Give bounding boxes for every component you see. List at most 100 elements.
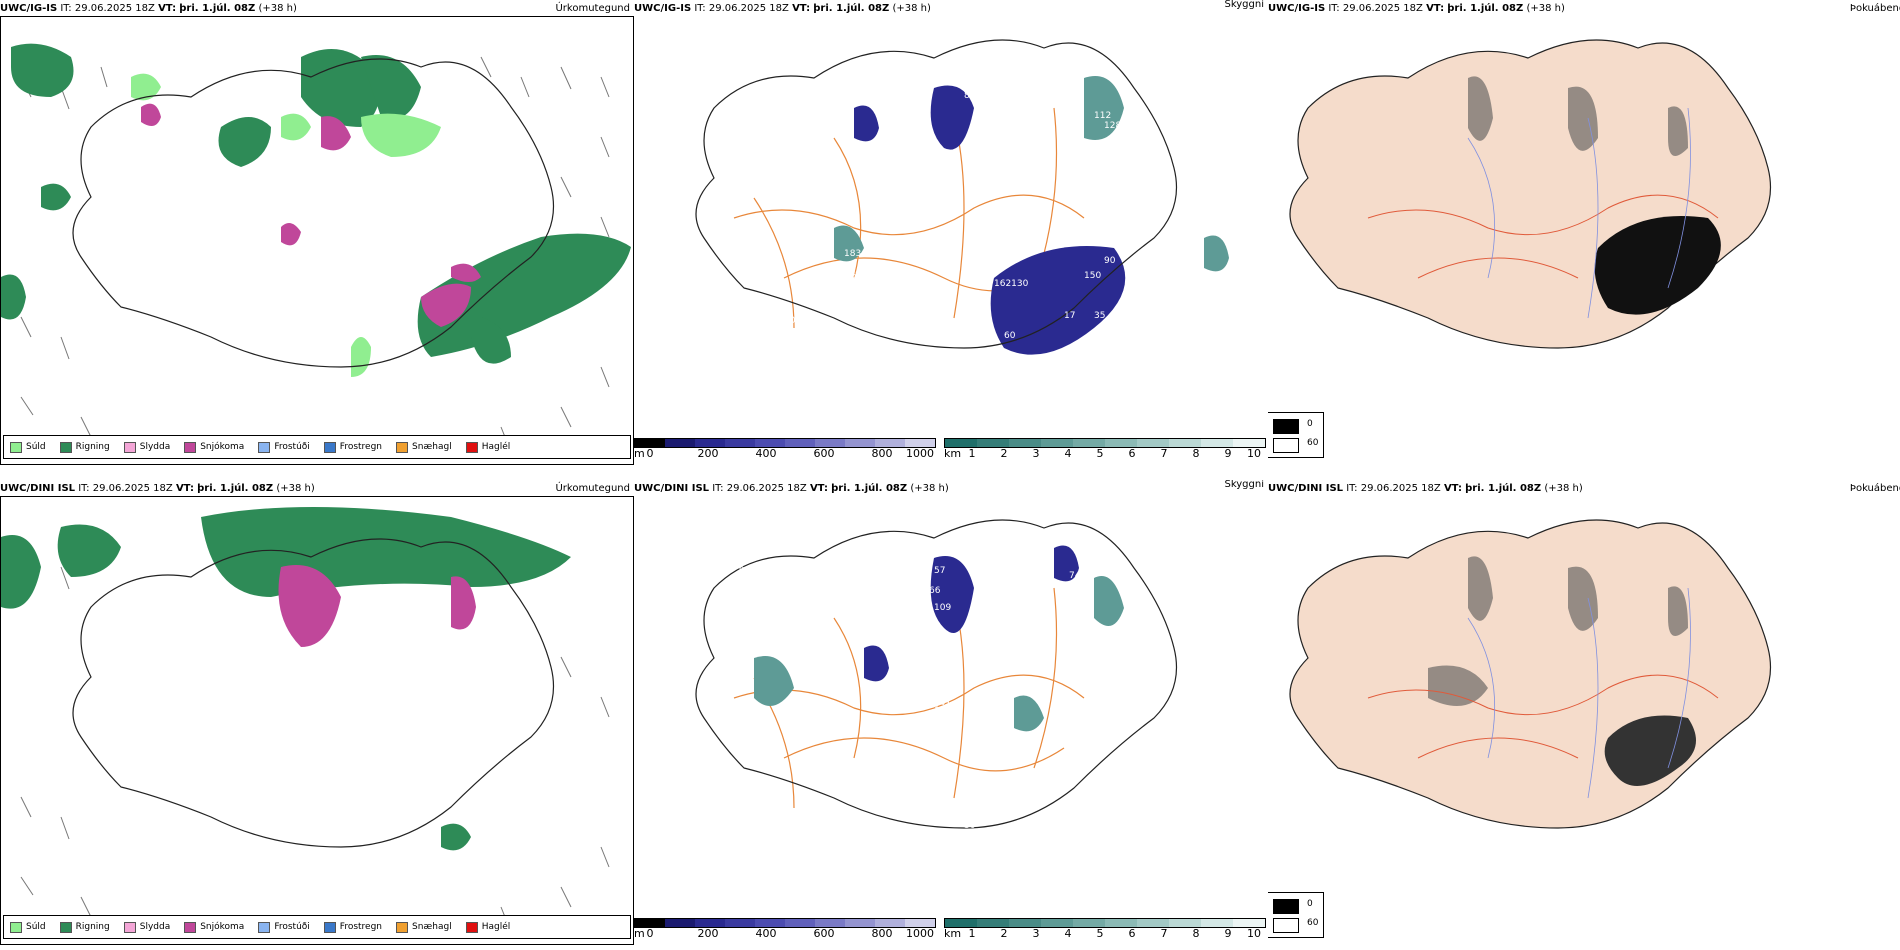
iceland-land <box>1289 519 1772 829</box>
vt-label: VT: <box>158 3 177 14</box>
cloud-base-label: 90 <box>929 621 941 631</box>
row1-precip-panel: UWC/IG-IS IT: 29.06.2025 18Z VT: þri. 1.… <box>0 0 634 470</box>
cloud-base-unit: m <box>634 447 645 460</box>
it-value: 29.06.2025 18Z <box>74 3 155 14</box>
cloud-base-label: 82 <box>964 91 975 101</box>
cloud-map: 129 98 57 66 109 90 69 101 74 42 186 131 62 132 38 109 3… <box>695 519 1178 831</box>
legend-item: Haglél <box>465 921 510 933</box>
legend-item: Súld <box>10 921 46 933</box>
legend-swatch <box>10 441 22 453</box>
legend-item: Frostregn <box>323 921 382 933</box>
cloud-base-label: 17 <box>1064 311 1075 321</box>
roads <box>733 107 1085 329</box>
cloud-base-label: 131 <box>934 701 951 711</box>
cloud-base-label: 186 <box>839 271 856 281</box>
cloud-base-label: 69 <box>974 571 986 581</box>
legend-swatch <box>396 441 409 453</box>
cloud-base-label: 144 <box>734 66 751 76</box>
cloud-base-label: 109 <box>1034 821 1051 831</box>
precip-snow-areas <box>141 103 481 327</box>
cloud-base-label: 63 <box>879 103 890 113</box>
cloud-base-label: 101 <box>974 591 991 601</box>
legend-item: Haglél <box>465 441 510 453</box>
legend-swatch <box>465 441 478 453</box>
iceland-coastline-cloud <box>695 519 1178 829</box>
cloud-base-label: 81 <box>714 126 725 136</box>
visibility-ticks: 1 2 3 4 5 6 7 8 9 10 <box>968 447 1262 460</box>
legend-item: Rigning <box>59 441 110 453</box>
legend-item: Snjókoma <box>184 441 244 453</box>
fog-legend: 0 60 <box>1268 892 1324 938</box>
precip-drizzle-areas <box>131 73 441 377</box>
legend-item: Snæhagl <box>396 921 452 933</box>
cloud-base-label: 62 <box>754 721 765 731</box>
fog-grey-areas <box>1468 76 1688 156</box>
legend-swatch <box>123 441 136 453</box>
cloud-base-label: 183 <box>844 249 861 259</box>
cloud-base-label: 74 <box>1069 571 1081 581</box>
fog-grey-areas <box>1428 556 1688 706</box>
legend-item: Rigning <box>59 921 110 933</box>
row1-cloud-panel: UWC/IG-IS IT: 29.06.2025 18Z VT: þri. 1.… <box>634 0 1268 470</box>
visibility-colorbar: km 1 2 3 4 5 6 7 8 9 10 <box>944 918 1266 946</box>
cloud-base-label: 66 <box>934 181 946 191</box>
fog-dense-area <box>1604 715 1696 786</box>
cloud-dark-areas <box>864 545 1079 682</box>
legend-swatch <box>258 441 271 453</box>
row2-cloud-panel: UWC/DINI ISL IT: 29.06.2025 18Z VT: þri.… <box>634 480 1268 950</box>
cloud-base-label: 112 <box>1094 111 1111 121</box>
fog-rivers <box>1467 587 1691 799</box>
legend-item: Frostregn <box>323 441 382 453</box>
visibility-bar <box>944 438 1266 448</box>
cloud-base-label: 162130 <box>994 279 1029 289</box>
row1-fog-header: UWC/IG-IS IT: 29.06.2025 18Z VT: þri. 1.… <box>1268 3 1565 14</box>
legend-item: Slydda <box>123 921 170 933</box>
legend-swatch <box>59 441 72 453</box>
cloud-base-ticks: 0 200 400 600 800 1000 <box>646 447 935 460</box>
cloud-base-label: 98 <box>739 566 751 576</box>
cloud-base-label: 30 <box>964 821 976 831</box>
row1-precip-header: UWC/IG-IS IT: 29.06.2025 18Z VT: þri. 1.… <box>0 0 634 18</box>
legend-item: Snjókoma <box>184 921 244 933</box>
cloud-base-label: 57 <box>934 566 945 576</box>
precip-map <box>1 507 610 938</box>
row1-cloud-header: UWC/IG-IS IT: 29.06.2025 18Z VT: þri. 1.… <box>634 3 931 14</box>
precip-map-frame <box>0 16 634 465</box>
cloud-base-label: 66 <box>929 586 941 596</box>
cloud-base-label: 103 <box>742 91 759 101</box>
cloud-title: Skyggni <box>1224 0 1264 10</box>
precip-legend: Súld Rigning Slydda Snjókoma Frostúði Fr… <box>3 435 631 459</box>
row2-precip-header: UWC/DINI ISL IT: 29.06.2025 18Z VT: þri.… <box>0 483 315 494</box>
row1-fog-panel: UWC/IG-IS IT: 29.06.2025 18Z VT: þri. 1.… <box>1268 0 1900 470</box>
row2-fog-panel: UWC/DINI ISL IT: 29.06.2025 18Z VT: þri.… <box>1268 480 1900 950</box>
it-label: IT: <box>60 3 72 14</box>
legend-swatch <box>323 441 336 453</box>
cloud-base-colorbar: m 0 200 400 600 800 1000 <box>634 438 936 466</box>
cloud-base-bar <box>634 438 936 448</box>
legend-item: Slydda <box>123 441 170 453</box>
fog-map <box>1289 519 1772 829</box>
legend-swatch <box>184 441 197 453</box>
cloud-base-label: 42 <box>1104 631 1115 641</box>
fog-dense-area <box>1594 216 1721 315</box>
fog-legend: 0 60 <box>1268 412 1324 458</box>
cloud-base-label: 65 <box>884 136 895 146</box>
iceland-land <box>1289 39 1772 349</box>
precip-map-frame <box>0 496 634 945</box>
cloud-base-label: 106 <box>784 316 801 326</box>
cloud-base-label: 129 <box>744 543 761 553</box>
model-name: UWC/IG-IS <box>0 3 58 14</box>
precip-rain-areas <box>1 507 571 851</box>
fog-roads <box>1367 194 1719 279</box>
precip-legend: Súld Rigning Slydda Snjókoma Frostúði Fr… <box>3 915 631 939</box>
precip-rain-areas <box>1 43 631 364</box>
cloud-teal-areas <box>834 76 1229 272</box>
roads <box>733 587 1085 809</box>
legend-item: Snæhagl <box>396 441 452 453</box>
legend-item: Súld <box>10 441 46 453</box>
fog-roads <box>1367 674 1719 759</box>
iceland-coastline-cloud <box>695 39 1178 349</box>
lead-time: (+38 h) <box>258 3 297 14</box>
vt-value: þri. 1.júl. 08Z <box>179 3 256 14</box>
